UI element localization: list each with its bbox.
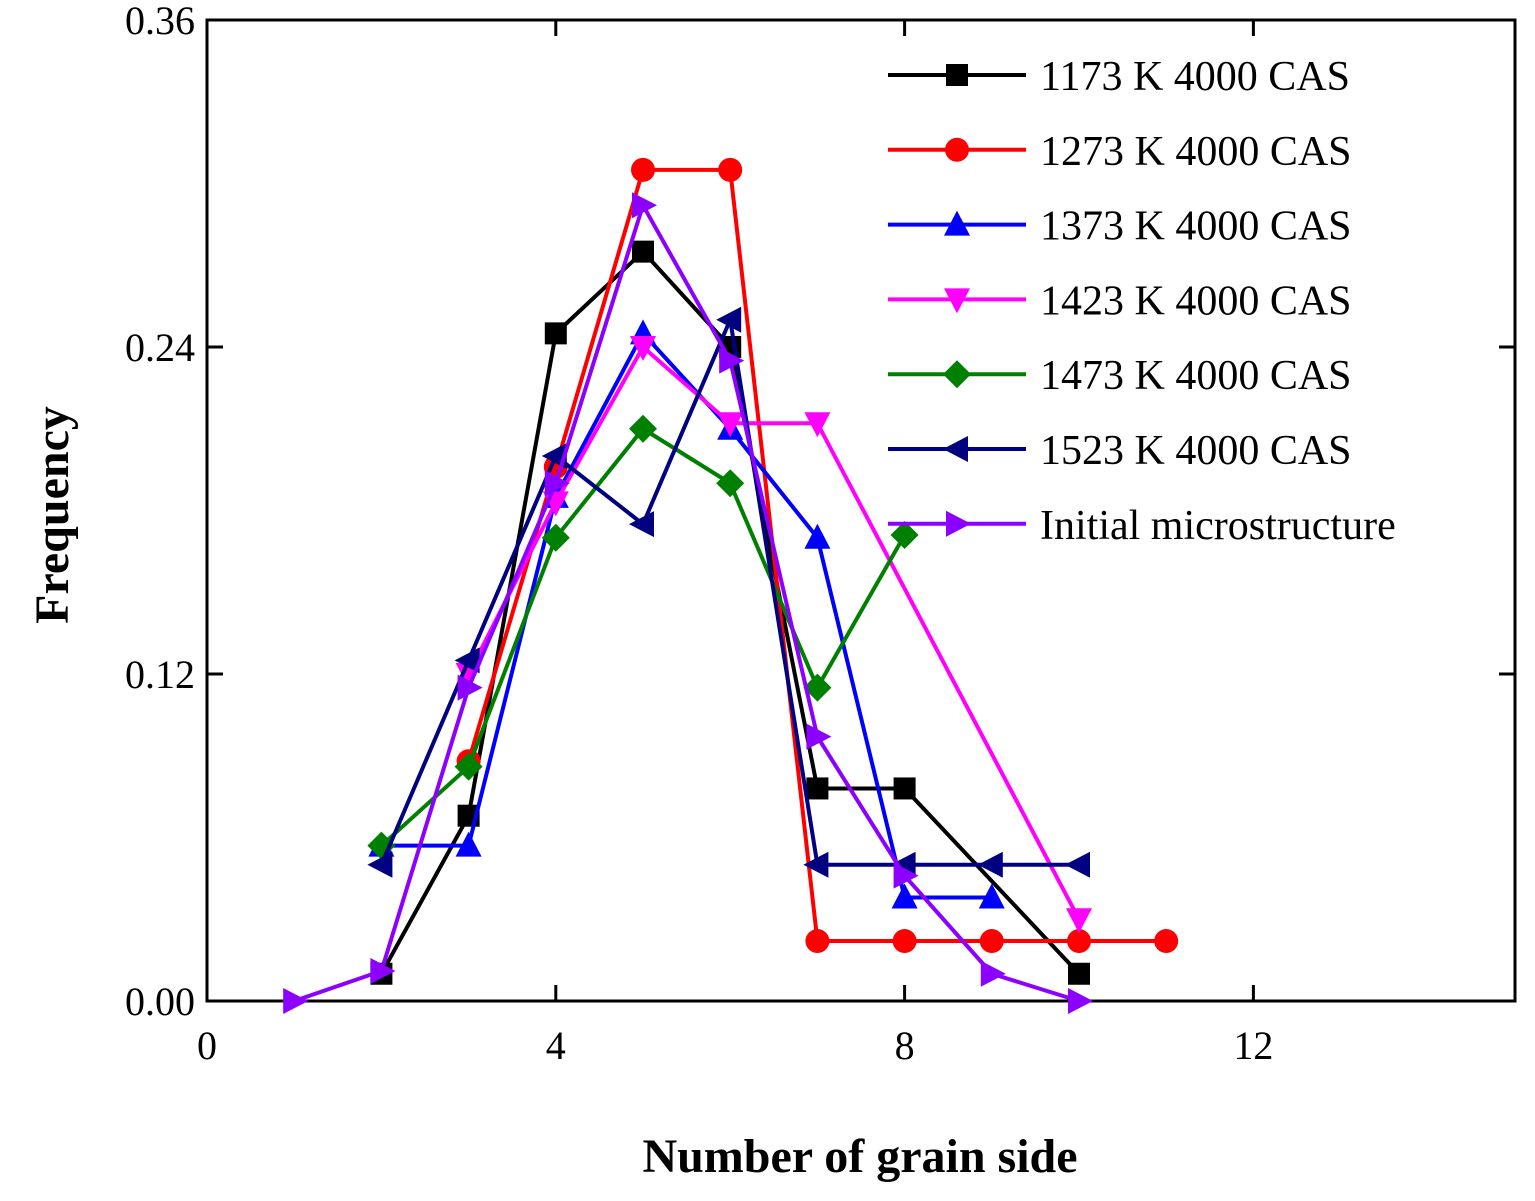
legend-item-5: 1473 K 4000 CAS: [888, 353, 1352, 399]
data-point: [806, 723, 832, 750]
data-point: [805, 929, 830, 954]
data-point: [544, 470, 570, 497]
data-point: [980, 960, 1006, 987]
legend-marker: [943, 360, 971, 389]
legend-marker: [943, 436, 968, 462]
y-axis-label: Frequency: [26, 406, 79, 624]
series-line: [293, 203, 1080, 1003]
data-point: [283, 988, 309, 1014]
data-point: [803, 673, 832, 702]
data-point: [1065, 851, 1090, 878]
data-point: [370, 958, 396, 985]
data-point: [1067, 929, 1091, 954]
data-point: [718, 157, 743, 182]
series-5: [367, 414, 919, 860]
legend-item-3: 1373 K 4000 CAS: [888, 204, 1352, 250]
data-point: [893, 862, 919, 889]
data-point: [454, 752, 483, 781]
data-point: [630, 336, 656, 361]
data-point: [1066, 908, 1092, 934]
y-tick-label: 0.36: [125, 0, 195, 43]
data-point: [804, 412, 831, 438]
x-tick-label: 12: [1233, 1023, 1273, 1068]
plot-frame: [205, 18, 1517, 1003]
series-1: [370, 240, 1090, 985]
data-point: [544, 322, 567, 345]
legend-marker: [944, 210, 970, 236]
data-point: [455, 831, 482, 857]
data-point: [632, 240, 654, 263]
legend-label: 1173 K 4000 CAS: [1040, 54, 1350, 100]
legend-label: 1273 K 4000 CAS: [1040, 129, 1352, 175]
x-axis-label: Number of grain side: [642, 1130, 1077, 1183]
data-point: [717, 412, 744, 438]
series-6: [367, 306, 1090, 878]
legend-label: 1473 K 4000 CAS: [1040, 353, 1352, 399]
data-point: [892, 929, 917, 954]
legend-item-4: 1423 K 4000 CAS: [888, 278, 1352, 324]
data-point: [367, 851, 393, 878]
data-point: [629, 414, 657, 443]
legend-label: 1523 K 4000 CAS: [1040, 428, 1352, 474]
x-tick-label: 8: [895, 1023, 915, 1068]
series-line: [381, 331, 992, 900]
series-4: [455, 336, 1092, 934]
data-point: [1068, 988, 1093, 1014]
legend-item-6: 1523 K 4000 CAS: [888, 428, 1352, 474]
x-tick-label: 4: [546, 1023, 566, 1068]
data-point: [632, 192, 657, 219]
data-point: [631, 157, 655, 182]
data-point: [890, 521, 919, 550]
data-point: [893, 777, 916, 800]
data-point: [979, 929, 1004, 954]
data-point: [978, 883, 1005, 909]
data-point: [716, 469, 745, 498]
legend-item-1: 1173 K 4000 CAS: [888, 54, 1350, 100]
series-7: [283, 192, 1093, 1014]
series-2: [456, 157, 1179, 954]
y-tick-label: 0.12: [125, 652, 195, 697]
data-point: [457, 674, 483, 701]
series-layer: [283, 157, 1179, 1014]
legend-marker: [946, 510, 971, 537]
legend-marker: [946, 64, 968, 86]
series-line: [466, 345, 1081, 921]
series-line: [379, 249, 1081, 976]
axes: 0 4 8 12 0.00 0.12 0.24 0.36: [125, 0, 1517, 1068]
data-point: [541, 523, 570, 552]
data-point: [977, 851, 1003, 878]
data-point: [716, 306, 742, 333]
data-point: [803, 851, 829, 878]
data-point: [719, 347, 745, 374]
x-tick-label: 0: [197, 1023, 217, 1068]
legend-marker: [944, 288, 970, 314]
legend-item-7: Initial microstructure: [888, 503, 1396, 549]
y-tick-label: 0.24: [125, 325, 195, 370]
legend-label: Initial microstructure: [1040, 503, 1396, 549]
legend-label: 1373 K 4000 CAS: [1040, 204, 1352, 250]
legend: 1173 K 4000 CAS 1273 K 4000 CAS 1373 K 400…: [888, 54, 1396, 549]
data-point: [804, 523, 831, 549]
legend-item-2: 1273 K 4000 CAS: [888, 129, 1352, 175]
legend-label: 1423 K 4000 CAS: [1040, 278, 1352, 324]
data-point: [629, 511, 654, 538]
data-point: [1068, 962, 1090, 985]
data-point: [806, 777, 829, 800]
data-point: [1154, 929, 1179, 954]
data-point: [454, 647, 480, 674]
data-point: [891, 883, 918, 909]
y-tick-label: 0.00: [125, 979, 195, 1024]
legend-marker: [945, 137, 969, 162]
